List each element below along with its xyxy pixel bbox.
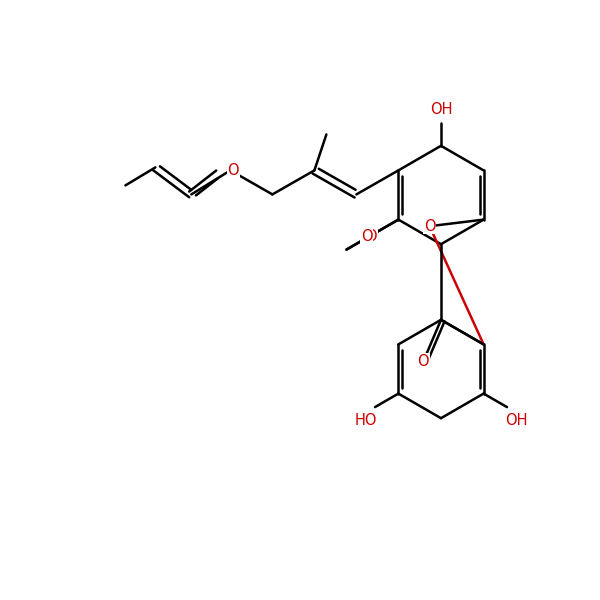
Text: O: O — [424, 219, 436, 234]
Text: O: O — [364, 229, 376, 244]
Text: OH: OH — [430, 102, 452, 118]
Text: OH: OH — [505, 413, 527, 428]
Text: HO: HO — [355, 413, 377, 428]
Text: O: O — [365, 229, 377, 244]
Text: O: O — [361, 229, 373, 244]
Text: O: O — [227, 163, 239, 178]
Text: O: O — [418, 354, 429, 369]
